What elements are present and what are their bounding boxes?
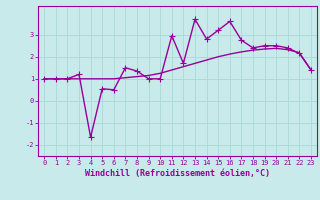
X-axis label: Windchill (Refroidissement éolien,°C): Windchill (Refroidissement éolien,°C) bbox=[85, 169, 270, 178]
